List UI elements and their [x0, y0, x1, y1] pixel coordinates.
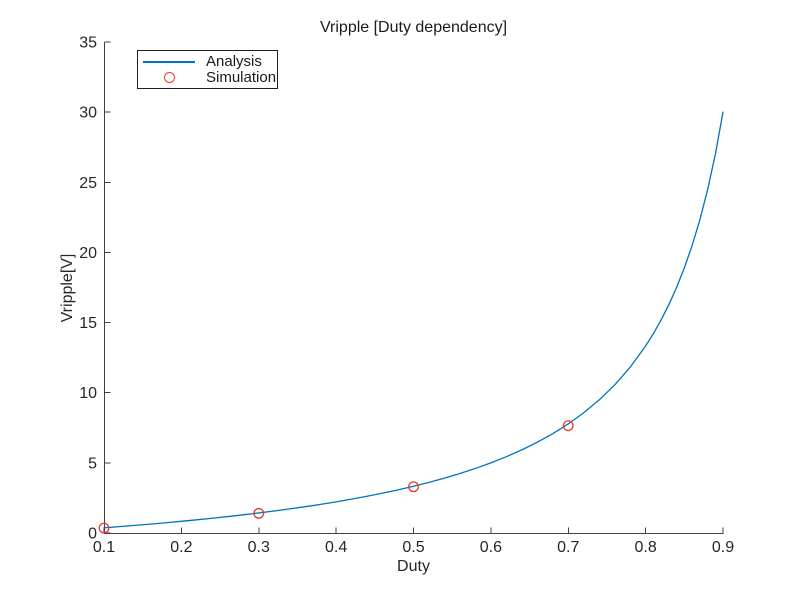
x-tick-label: 0.9: [712, 539, 734, 556]
x-tick-label: 0.1: [93, 539, 115, 556]
legend-label-simulation: Simulation: [206, 69, 277, 86]
legend-item-analysis: Analysis: [138, 53, 277, 70]
analysis-line-swatch: [138, 60, 200, 63]
y-tick-label: 10: [79, 385, 97, 402]
y-tick-label: 35: [79, 35, 97, 52]
line-sample-icon: [143, 60, 195, 63]
x-axis-label: Duty: [397, 558, 430, 575]
y-tick-label: 15: [79, 315, 97, 332]
legend-item-simulation: Simulation: [138, 69, 277, 86]
x-tick-label: 0.6: [480, 539, 502, 556]
x-tick-label: 0.8: [635, 539, 657, 556]
simulation-marker-swatch: [138, 72, 200, 83]
y-axis-label: Vripple[V]: [59, 253, 76, 323]
circle-marker-icon: [163, 72, 175, 83]
legend: Analysis Simulation: [137, 50, 278, 89]
x-tick-label: 0.4: [325, 539, 347, 556]
simulation-marker: [98, 522, 110, 534]
x-tick-label: 0.2: [170, 539, 192, 556]
analysis-line: [103, 111, 724, 529]
chart-title: Vripple [Duty dependency]: [319, 19, 508, 36]
y-tick-label: 5: [88, 455, 97, 472]
x-tick-label: 0.7: [557, 539, 579, 556]
y-tick-label: 25: [79, 175, 97, 192]
x-tick-label: 0.3: [248, 539, 270, 556]
y-tick-label: 0: [88, 526, 97, 543]
y-tick-label: 30: [79, 105, 97, 122]
simulation-marker: [562, 420, 574, 432]
x-tick-label: 0.5: [402, 539, 424, 556]
legend-label-analysis: Analysis: [206, 53, 262, 70]
simulation-marker: [253, 507, 265, 519]
y-tick-label: 20: [79, 245, 97, 262]
simulation-marker: [408, 481, 419, 493]
